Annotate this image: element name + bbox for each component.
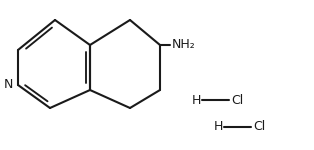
Text: H: H bbox=[213, 120, 223, 134]
Text: NH₂: NH₂ bbox=[172, 39, 196, 51]
Text: Cl: Cl bbox=[231, 93, 243, 106]
Text: H: H bbox=[191, 93, 201, 106]
Text: N: N bbox=[3, 78, 13, 92]
Text: Cl: Cl bbox=[253, 120, 265, 134]
